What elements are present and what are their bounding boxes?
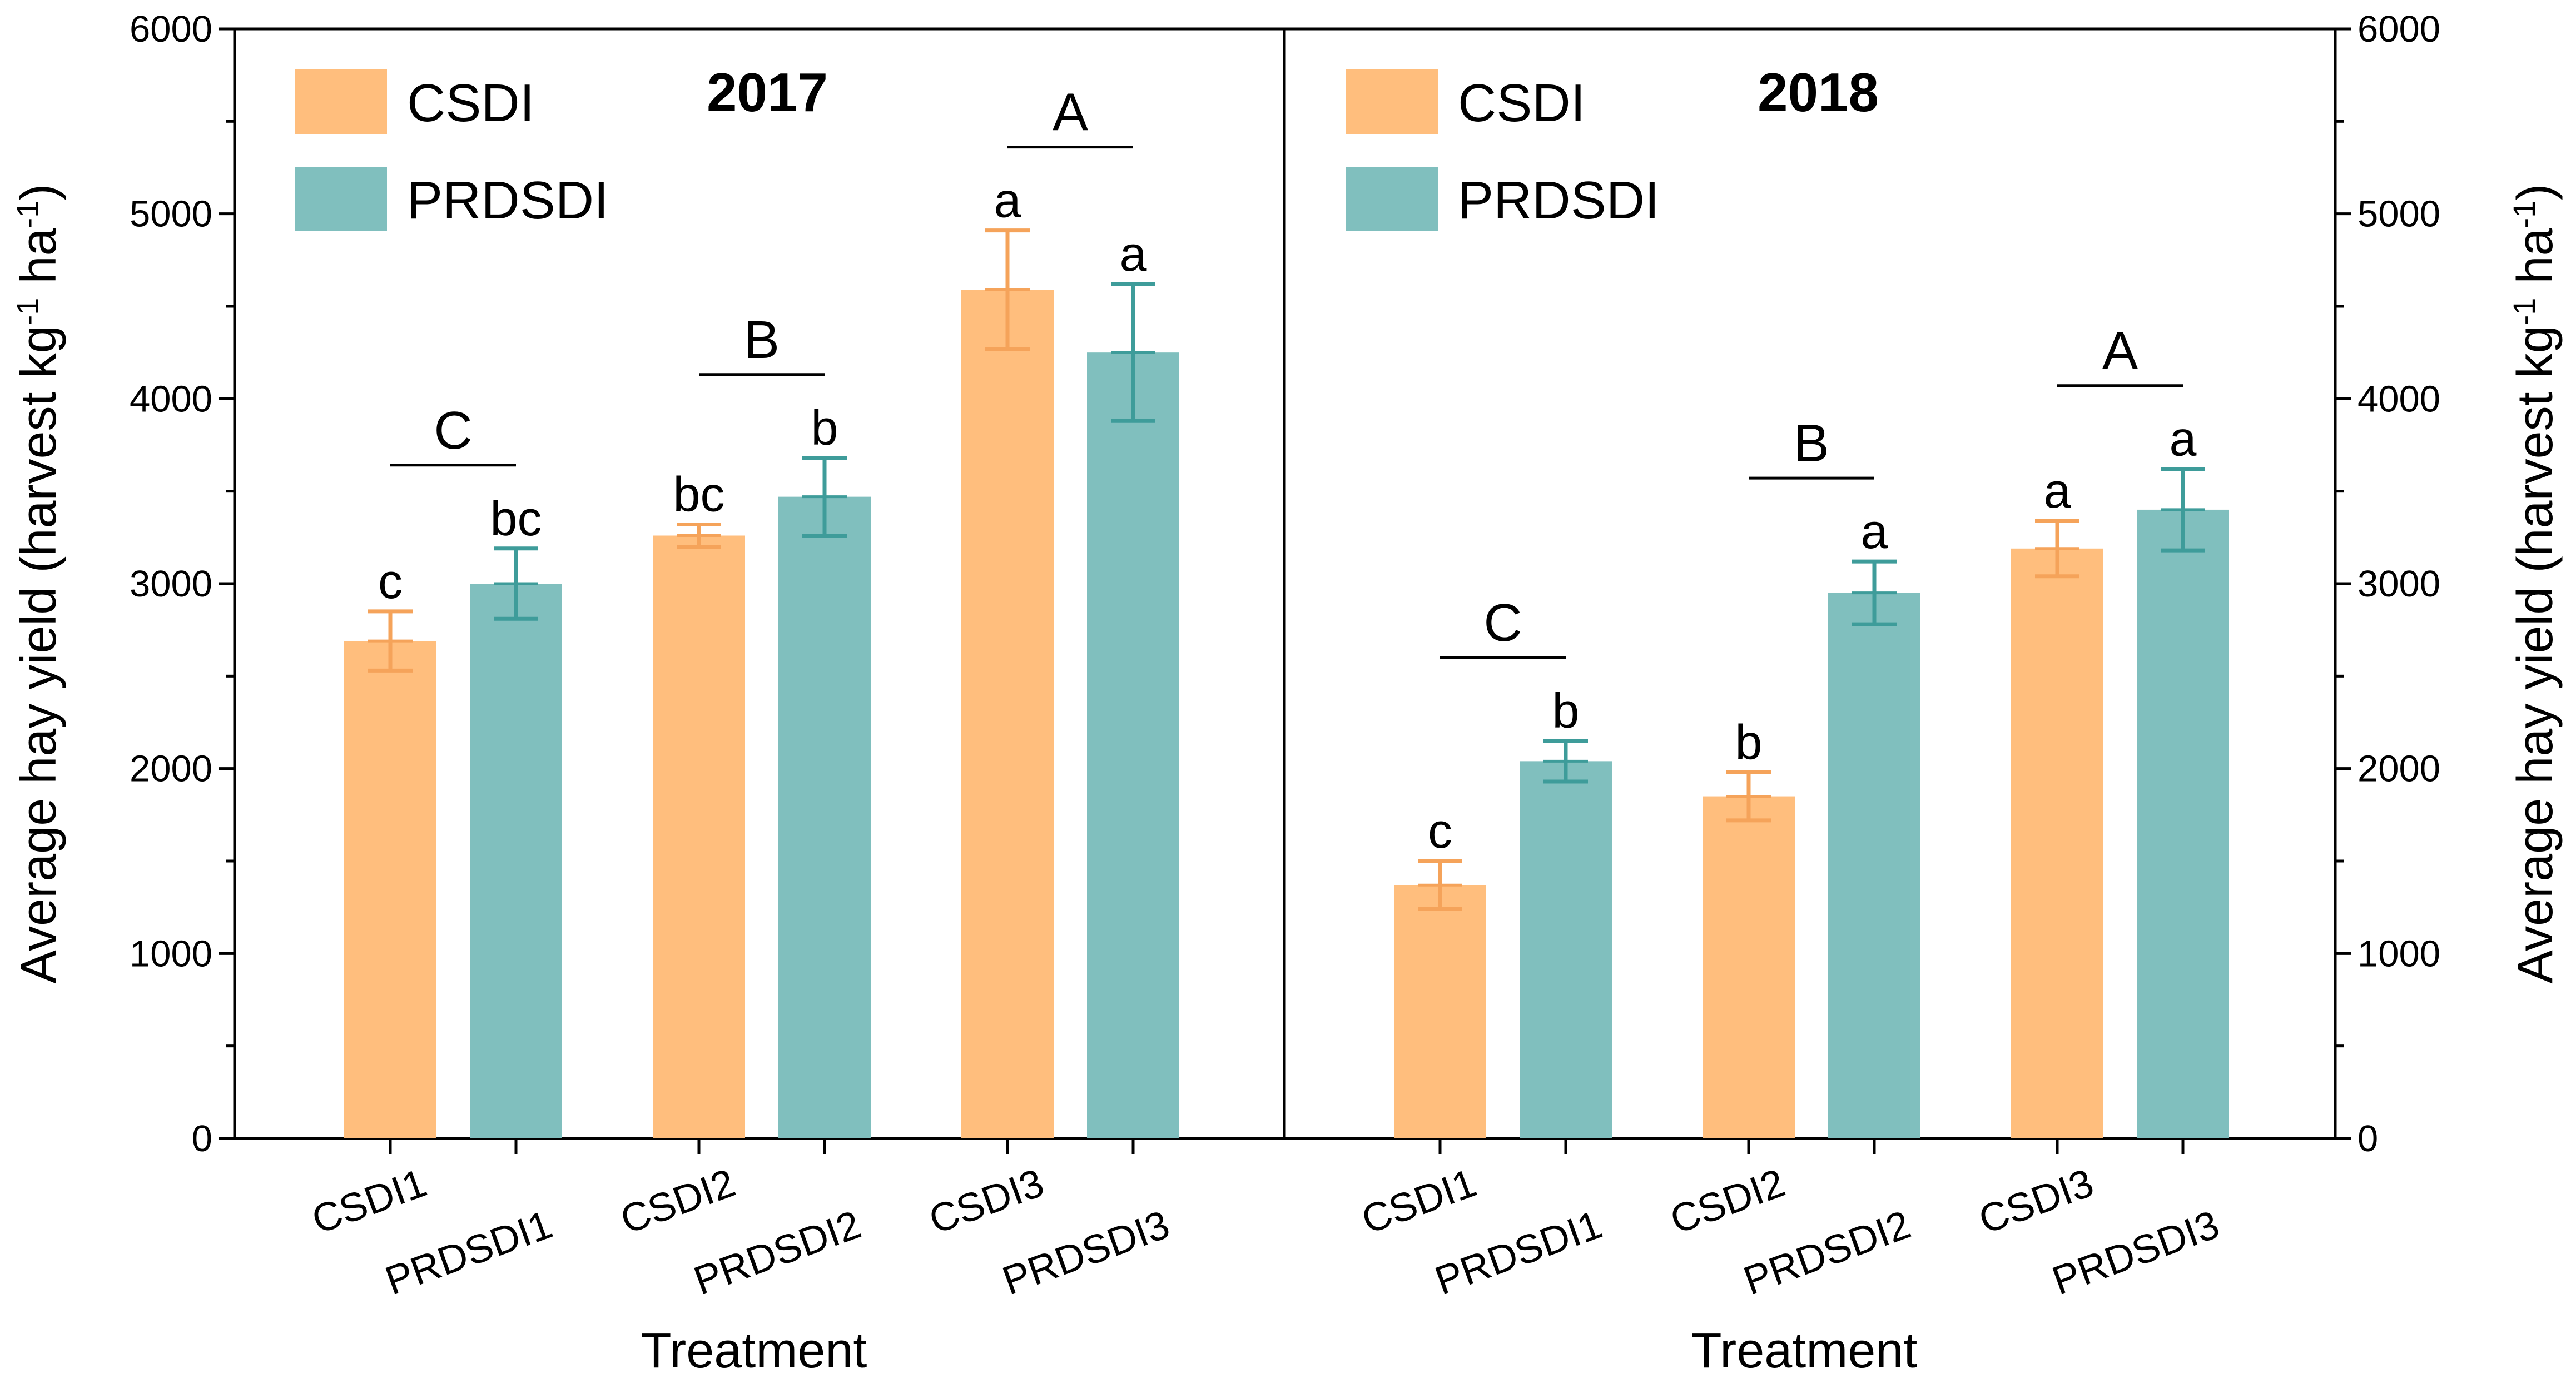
y-tick-label-left: 4000 bbox=[130, 378, 212, 420]
y-tick-label-right: 2000 bbox=[2357, 748, 2440, 790]
bar-csdi-2 bbox=[1703, 796, 1795, 1138]
y-axis-label-superscript: -1 bbox=[10, 298, 45, 326]
legend-swatch-csdi bbox=[295, 69, 387, 134]
significance-letter: bc bbox=[490, 491, 542, 546]
significance-letter: a bbox=[2170, 411, 2197, 466]
bar-csdi-3 bbox=[2011, 548, 2103, 1138]
y-axis-label-part: ha bbox=[11, 228, 67, 298]
labels-layer: Average hay yield (harvest kg-1 ha-1)Ave… bbox=[10, 62, 2564, 1379]
y-tick-label-left: 1000 bbox=[130, 933, 212, 974]
bars-layer bbox=[344, 290, 2229, 1139]
significance-letter: a bbox=[1120, 226, 1147, 281]
y-axis-label-part: Average hay yield (harvest kg bbox=[11, 325, 67, 983]
x-category-label: CSDI3 bbox=[924, 1161, 1050, 1243]
x-axis-title: Treatment bbox=[1691, 1323, 1918, 1379]
significance-letter: a bbox=[2044, 463, 2071, 518]
y-tick-label-left: 2000 bbox=[130, 748, 212, 790]
y-axis-label-part: ) bbox=[11, 184, 67, 201]
group-letter: B bbox=[1794, 414, 1829, 473]
y-axis-label-part: Average hay yield (harvest kg bbox=[2508, 325, 2563, 983]
y-axis-title-right: Average hay yield (harvest kg-1 ha-1) bbox=[2506, 184, 2564, 984]
x-category-label: PRDSDI2 bbox=[1738, 1202, 1917, 1304]
significance-letter: b bbox=[811, 400, 838, 455]
x-category-label: PRDSDI2 bbox=[688, 1202, 867, 1304]
y-axis-label-part: ) bbox=[2508, 184, 2563, 201]
bar-csdi-1 bbox=[344, 641, 436, 1138]
panel-title: 2017 bbox=[707, 62, 828, 123]
x-category-label: PRDSDI1 bbox=[1430, 1202, 1608, 1304]
y-axis-label-superscript: -1 bbox=[2506, 201, 2542, 228]
y-axis-label-superscript: -1 bbox=[2506, 298, 2542, 326]
y-axis-label-superscript: -1 bbox=[10, 201, 45, 228]
x-category-label: CSDI3 bbox=[1973, 1161, 2099, 1243]
significance-letter: b bbox=[1552, 683, 1580, 738]
y-tick-label-left: 5000 bbox=[130, 193, 212, 235]
bar-csdi-2 bbox=[653, 535, 745, 1139]
y-tick-label-left: 6000 bbox=[130, 8, 212, 50]
x-axis-title: Treatment bbox=[641, 1323, 867, 1379]
y-axis-title-left: Average hay yield (harvest kg-1 ha-1) bbox=[10, 184, 67, 984]
legend-label-prdsdi: PRDSDI bbox=[407, 171, 609, 230]
x-category-label: CSDI2 bbox=[615, 1161, 741, 1243]
significance-letter: bc bbox=[673, 467, 725, 522]
bar-prdsdi-1 bbox=[470, 584, 562, 1138]
bar-prdsdi-3 bbox=[1087, 352, 1179, 1138]
error-bars-layer bbox=[368, 228, 2205, 911]
y-tick-label-left: 0 bbox=[192, 1118, 212, 1160]
bar-prdsdi-3 bbox=[2137, 509, 2229, 1138]
bar-prdsdi-2 bbox=[1828, 593, 1920, 1138]
significance-letter: c bbox=[378, 554, 403, 609]
y-tick-label-left: 3000 bbox=[130, 563, 212, 605]
legend-swatch-prdsdi bbox=[1346, 167, 1438, 231]
significance-letter: a bbox=[994, 173, 1021, 228]
legend-label-csdi: CSDI bbox=[407, 73, 534, 133]
significance-letter: c bbox=[1428, 803, 1452, 858]
significance-letter: b bbox=[1735, 714, 1763, 769]
x-category-label: CSDI2 bbox=[1665, 1161, 1791, 1243]
group-letter: B bbox=[744, 310, 780, 370]
significance-letter: a bbox=[1861, 504, 1888, 559]
legend-label-prdsdi: PRDSDI bbox=[1458, 171, 1660, 230]
x-category-label: CSDI1 bbox=[306, 1161, 433, 1243]
bar-prdsdi-1 bbox=[1520, 761, 1612, 1138]
y-tick-label-right: 4000 bbox=[2357, 378, 2440, 420]
x-category-label: PRDSDI3 bbox=[2047, 1202, 2225, 1304]
y-tick-label-right: 5000 bbox=[2357, 193, 2440, 235]
y-tick-label-right: 0 bbox=[2357, 1118, 2378, 1160]
legend-label-csdi: CSDI bbox=[1458, 73, 1585, 133]
y-axis-label-part: ha bbox=[2508, 228, 2563, 298]
x-category-label: CSDI1 bbox=[1356, 1161, 1482, 1243]
bar-csdi-3 bbox=[961, 290, 1054, 1138]
legend-swatch-prdsdi bbox=[295, 167, 387, 231]
group-letter: C bbox=[1483, 593, 1522, 653]
x-category-label: PRDSDI3 bbox=[997, 1202, 1175, 1304]
panel-title: 2018 bbox=[1758, 62, 1879, 123]
ticks-layer: 0 0 1000 1000 2000 2000 3000 3000 4000 4000 5000 50… bbox=[130, 8, 2440, 1160]
y-tick-label-right: 3000 bbox=[2357, 563, 2440, 605]
legend-swatch-csdi bbox=[1346, 69, 1438, 134]
y-tick-label-right: 1000 bbox=[2357, 933, 2440, 974]
group-letter: A bbox=[2102, 321, 2138, 381]
bar-prdsdi-2 bbox=[778, 496, 871, 1138]
y-tick-label-right: 6000 bbox=[2357, 8, 2440, 50]
bar-csdi-1 bbox=[1394, 885, 1486, 1138]
group-letter: A bbox=[1053, 83, 1088, 142]
group-letter: C bbox=[434, 401, 472, 460]
x-category-label: PRDSDI1 bbox=[380, 1202, 558, 1304]
